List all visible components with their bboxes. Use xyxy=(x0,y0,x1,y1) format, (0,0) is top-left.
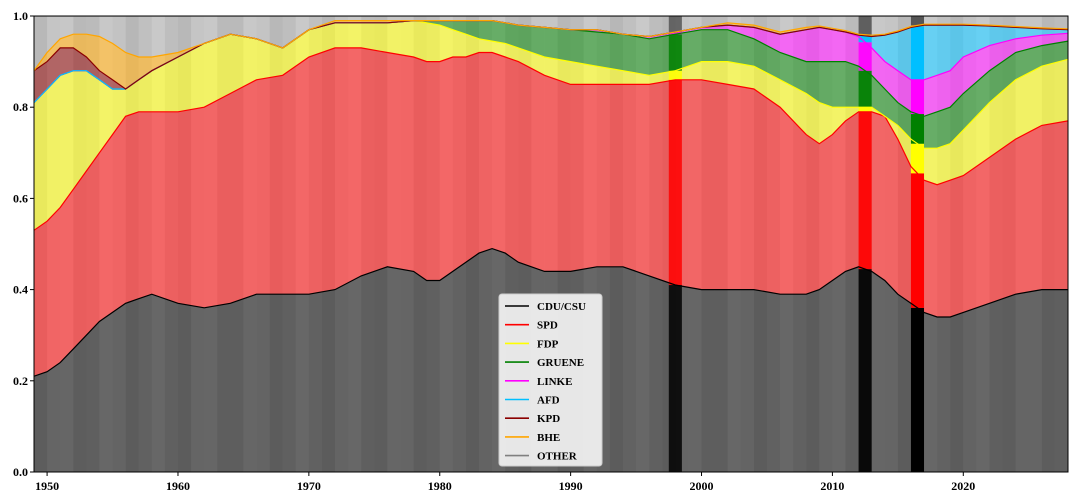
y-axis: 0.0 0.2 0.4 0.6 0.8 1.0 xyxy=(13,9,34,479)
x-tick-label: 2010 xyxy=(820,479,844,493)
highlight-bands xyxy=(668,16,925,472)
line-cducsu xyxy=(34,247,1068,377)
y-tick-label: 0.6 xyxy=(13,191,28,205)
highlight-segment xyxy=(668,34,682,71)
legend-label: CDU/CSU xyxy=(537,301,586,313)
highlight-segment xyxy=(858,42,872,71)
highlight-segment xyxy=(668,16,682,32)
series-lines xyxy=(34,16,1068,377)
legend-box xyxy=(498,293,603,467)
line-bhe xyxy=(34,20,1068,72)
area-other xyxy=(34,16,1068,71)
x-tick-label: 1960 xyxy=(166,479,190,493)
highlight-segment xyxy=(858,70,872,108)
legend-label: FDP xyxy=(537,338,559,350)
highlight-segment xyxy=(858,35,872,43)
x-tick-label: 2000 xyxy=(690,479,714,493)
legend-label: OTHER xyxy=(537,451,578,463)
highlight-segment xyxy=(910,173,925,308)
highlight-segment xyxy=(910,79,925,115)
highlight-segment xyxy=(910,26,925,80)
y-tick-label: 0.4 xyxy=(13,283,28,297)
highlight-segment xyxy=(668,70,682,80)
legend-label: GRUENE xyxy=(537,357,584,369)
y-tick-label: 0.2 xyxy=(13,374,28,388)
highlight-segment xyxy=(910,307,925,472)
y-tick-label: 1.0 xyxy=(13,9,28,23)
highlight-segment xyxy=(910,16,925,26)
x-tick-label: 1980 xyxy=(428,479,452,493)
legend: CDU/CSU SPD FDP GRUENE LINKE AFD KPD BHE OTHER xyxy=(498,293,603,467)
x-tick-label: 1950 xyxy=(35,479,59,493)
area-fdp xyxy=(34,20,1068,231)
area-afd xyxy=(34,20,1068,103)
area-linke xyxy=(34,20,1068,117)
x-tick-label: 1970 xyxy=(297,479,321,493)
highlight-segment xyxy=(910,114,925,144)
highlight-segment xyxy=(858,269,872,472)
legend-label: AFD xyxy=(537,395,560,407)
highlight-segment xyxy=(668,79,682,286)
legend-label: KPD xyxy=(537,413,560,425)
legend-label: SPD xyxy=(537,320,558,332)
legend-label: BHE xyxy=(537,432,560,444)
highlight-segment xyxy=(858,111,872,270)
legend-label: LINKE xyxy=(537,376,572,388)
highlight-segment xyxy=(858,16,872,35)
x-tick-label: 1990 xyxy=(559,479,583,493)
highlight-segment xyxy=(668,285,682,472)
y-tick-label: 0.0 xyxy=(13,465,28,479)
highlight-segment xyxy=(858,107,872,112)
y-tick-label: 0.8 xyxy=(13,100,28,114)
x-axis: 1950 1960 1970 1980 1990 2000 2010 2020 xyxy=(35,472,975,493)
highlight-segment xyxy=(910,143,925,174)
x-tick-label: 2020 xyxy=(951,479,975,493)
line-spd xyxy=(34,47,1068,231)
highlight-segment xyxy=(668,31,682,35)
plot-frame xyxy=(33,15,1069,473)
